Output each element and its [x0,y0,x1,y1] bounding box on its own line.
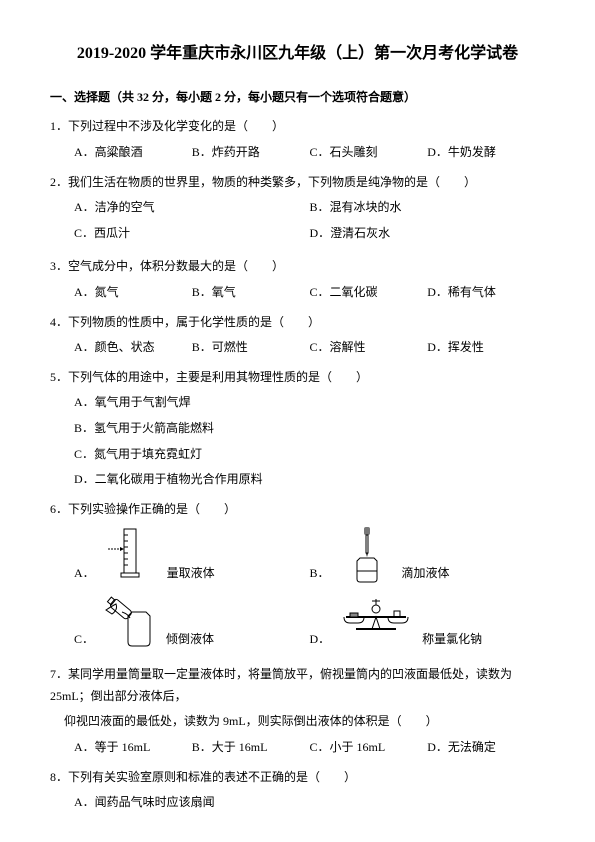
q3-opt-b: B．氧气 [192,282,310,304]
pour-icon [100,590,160,650]
q6-opt-a-caption: 量取液体 [167,563,215,585]
q6-opt-d: D． 称量氯化钠 [310,590,546,650]
q1-opt-a: A．高粱酿酒 [74,142,192,164]
question-7: 7．某同学用量筒量取一定量液体时，将量筒放平，俯视量筒内的凹液面最低处，读数为 … [50,664,545,758]
q4-text: 4．下列物质的性质中，属于化学性质的是（ ） [50,312,545,334]
q5-opt-d: D．二氧化碳用于植物光合作用原料 [74,469,545,491]
q6-opt-c-caption: 倾倒液体 [166,629,214,651]
question-8: 8．下列有关实验室原则和标准的表述不正确的是（ ） A．闻药品气味时应该扇闻 [50,767,545,814]
q3-text: 3．空气成分中，体积分数最大的是（ ） [50,256,545,278]
q2-opt-b: B．混有冰块的水 [310,197,546,219]
q6-opt-d-caption: 称量氯化钠 [422,629,482,651]
q5-opt-b: B．氢气用于火箭高能燃料 [74,418,545,440]
q8-text: 8．下列有关实验室原则和标准的表述不正确的是（ ） [50,767,545,789]
q5-opt-a: A．氧气用于气割气焊 [74,392,545,414]
section-header: 一、选择题（共 32 分，每小题 2 分，每小题只有一个选项符合题意） [50,87,545,109]
q7-opt-a: A．等于 16mL [74,737,192,759]
q7-text-line2: 仰视凹液面的最低处，读数为 9mL，则实际倒出液体的体积是（ ） [50,711,545,733]
q5-opt-c: C．氮气用于填充霓虹灯 [74,444,545,466]
q2-text: 2．我们生活在物质的世界里，物质的种类繁多，下列物质是纯净物的是（ ） [50,172,545,194]
q6-opt-b-caption: 滴加液体 [402,563,450,585]
q6-opt-c-label: C． [74,629,94,651]
q1-opt-d: D．牛奶发酵 [427,142,545,164]
q7-opt-b: B．大于 16mL [192,737,310,759]
cylinder-icon [101,524,161,584]
q4-opt-a: A．颜色、状态 [74,337,192,359]
q1-opt-b: B．炸药开路 [192,142,310,164]
question-5: 5．下列气体的用途中，主要是利用其物理性质的是（ ） A．氧气用于气割气焊 B．… [50,367,545,491]
q6-opt-a-label: A． [74,563,95,585]
q5-text: 5．下列气体的用途中，主要是利用其物理性质的是（ ） [50,367,545,389]
question-2: 2．我们生活在物质的世界里，物质的种类繁多，下列物质是纯净物的是（ ） A．洁净… [50,172,545,249]
q6-opt-b: B． 滴加液体 [310,524,546,584]
question-6: 6．下列实验操作正确的是（ ） A． 量取液体 [50,499,545,657]
question-3: 3．空气成分中，体积分数最大的是（ ） A．氮气 B．氧气 C．二氧化碳 D．稀… [50,256,545,303]
q5-options: A．氧气用于气割气焊 B．氢气用于火箭高能燃料 C．氮气用于填充霓虹灯 D．二氧… [50,392,545,490]
balance-icon [336,590,416,650]
q8-opt-a: A．闻药品气味时应该扇闻 [74,792,545,814]
q7-opt-c: C．小于 16mL [310,737,428,759]
q6-opt-a: A． 量取液体 [74,524,310,584]
q3-opt-a: A．氮气 [74,282,192,304]
q6-options: A． 量取液体 B． [50,524,545,656]
page-title: 2019-2020 学年重庆市永川区九年级（上）第一次月考化学试卷 [50,40,545,69]
question-4: 4．下列物质的性质中，属于化学性质的是（ ） A．颜色、状态 B．可燃性 C．溶… [50,312,545,359]
q6-opt-d-label: D． [310,629,331,651]
q4-opt-d: D．挥发性 [427,337,545,359]
q7-options: A．等于 16mL B．大于 16mL C．小于 16mL D．无法确定 [50,737,545,759]
q2-opt-c: C．西瓜汁 [74,223,310,245]
q7-text-line1: 7．某同学用量筒量取一定量液体时，将量筒放平，俯视量筒内的凹液面最低处，读数为 … [50,664,545,707]
q7-opt-d: D．无法确定 [427,737,545,759]
q1-opt-c: C．石头雕刻 [310,142,428,164]
q6-text: 6．下列实验操作正确的是（ ） [50,499,545,521]
q2-opt-a: A．洁净的空气 [74,197,310,219]
q1-options: A．高粱酿酒 B．炸药开路 C．石头雕刻 D．牛奶发酵 [50,142,545,164]
q1-text: 1．下列过程中不涉及化学变化的是（ ） [50,116,545,138]
q4-options: A．颜色、状态 B．可燃性 C．溶解性 D．挥发性 [50,337,545,359]
q8-options: A．闻药品气味时应该扇闻 [50,792,545,814]
q6-opt-c: C． 倾倒液体 [74,590,310,650]
q2-opt-d: D．澄清石灰水 [310,223,546,245]
q3-opt-d: D．稀有气体 [427,282,545,304]
q3-options: A．氮气 B．氧气 C．二氧化碳 D．稀有气体 [50,282,545,304]
dropper-icon [336,524,396,584]
q6-opt-b-label: B． [310,563,330,585]
q4-opt-c: C．溶解性 [310,337,428,359]
question-1: 1．下列过程中不涉及化学变化的是（ ） A．高粱酿酒 B．炸药开路 C．石头雕刻… [50,116,545,163]
q3-opt-c: C．二氧化碳 [310,282,428,304]
q4-opt-b: B．可燃性 [192,337,310,359]
q2-options: A．洁净的空气 B．混有冰块的水 C．西瓜汁 D．澄清石灰水 [50,197,545,248]
